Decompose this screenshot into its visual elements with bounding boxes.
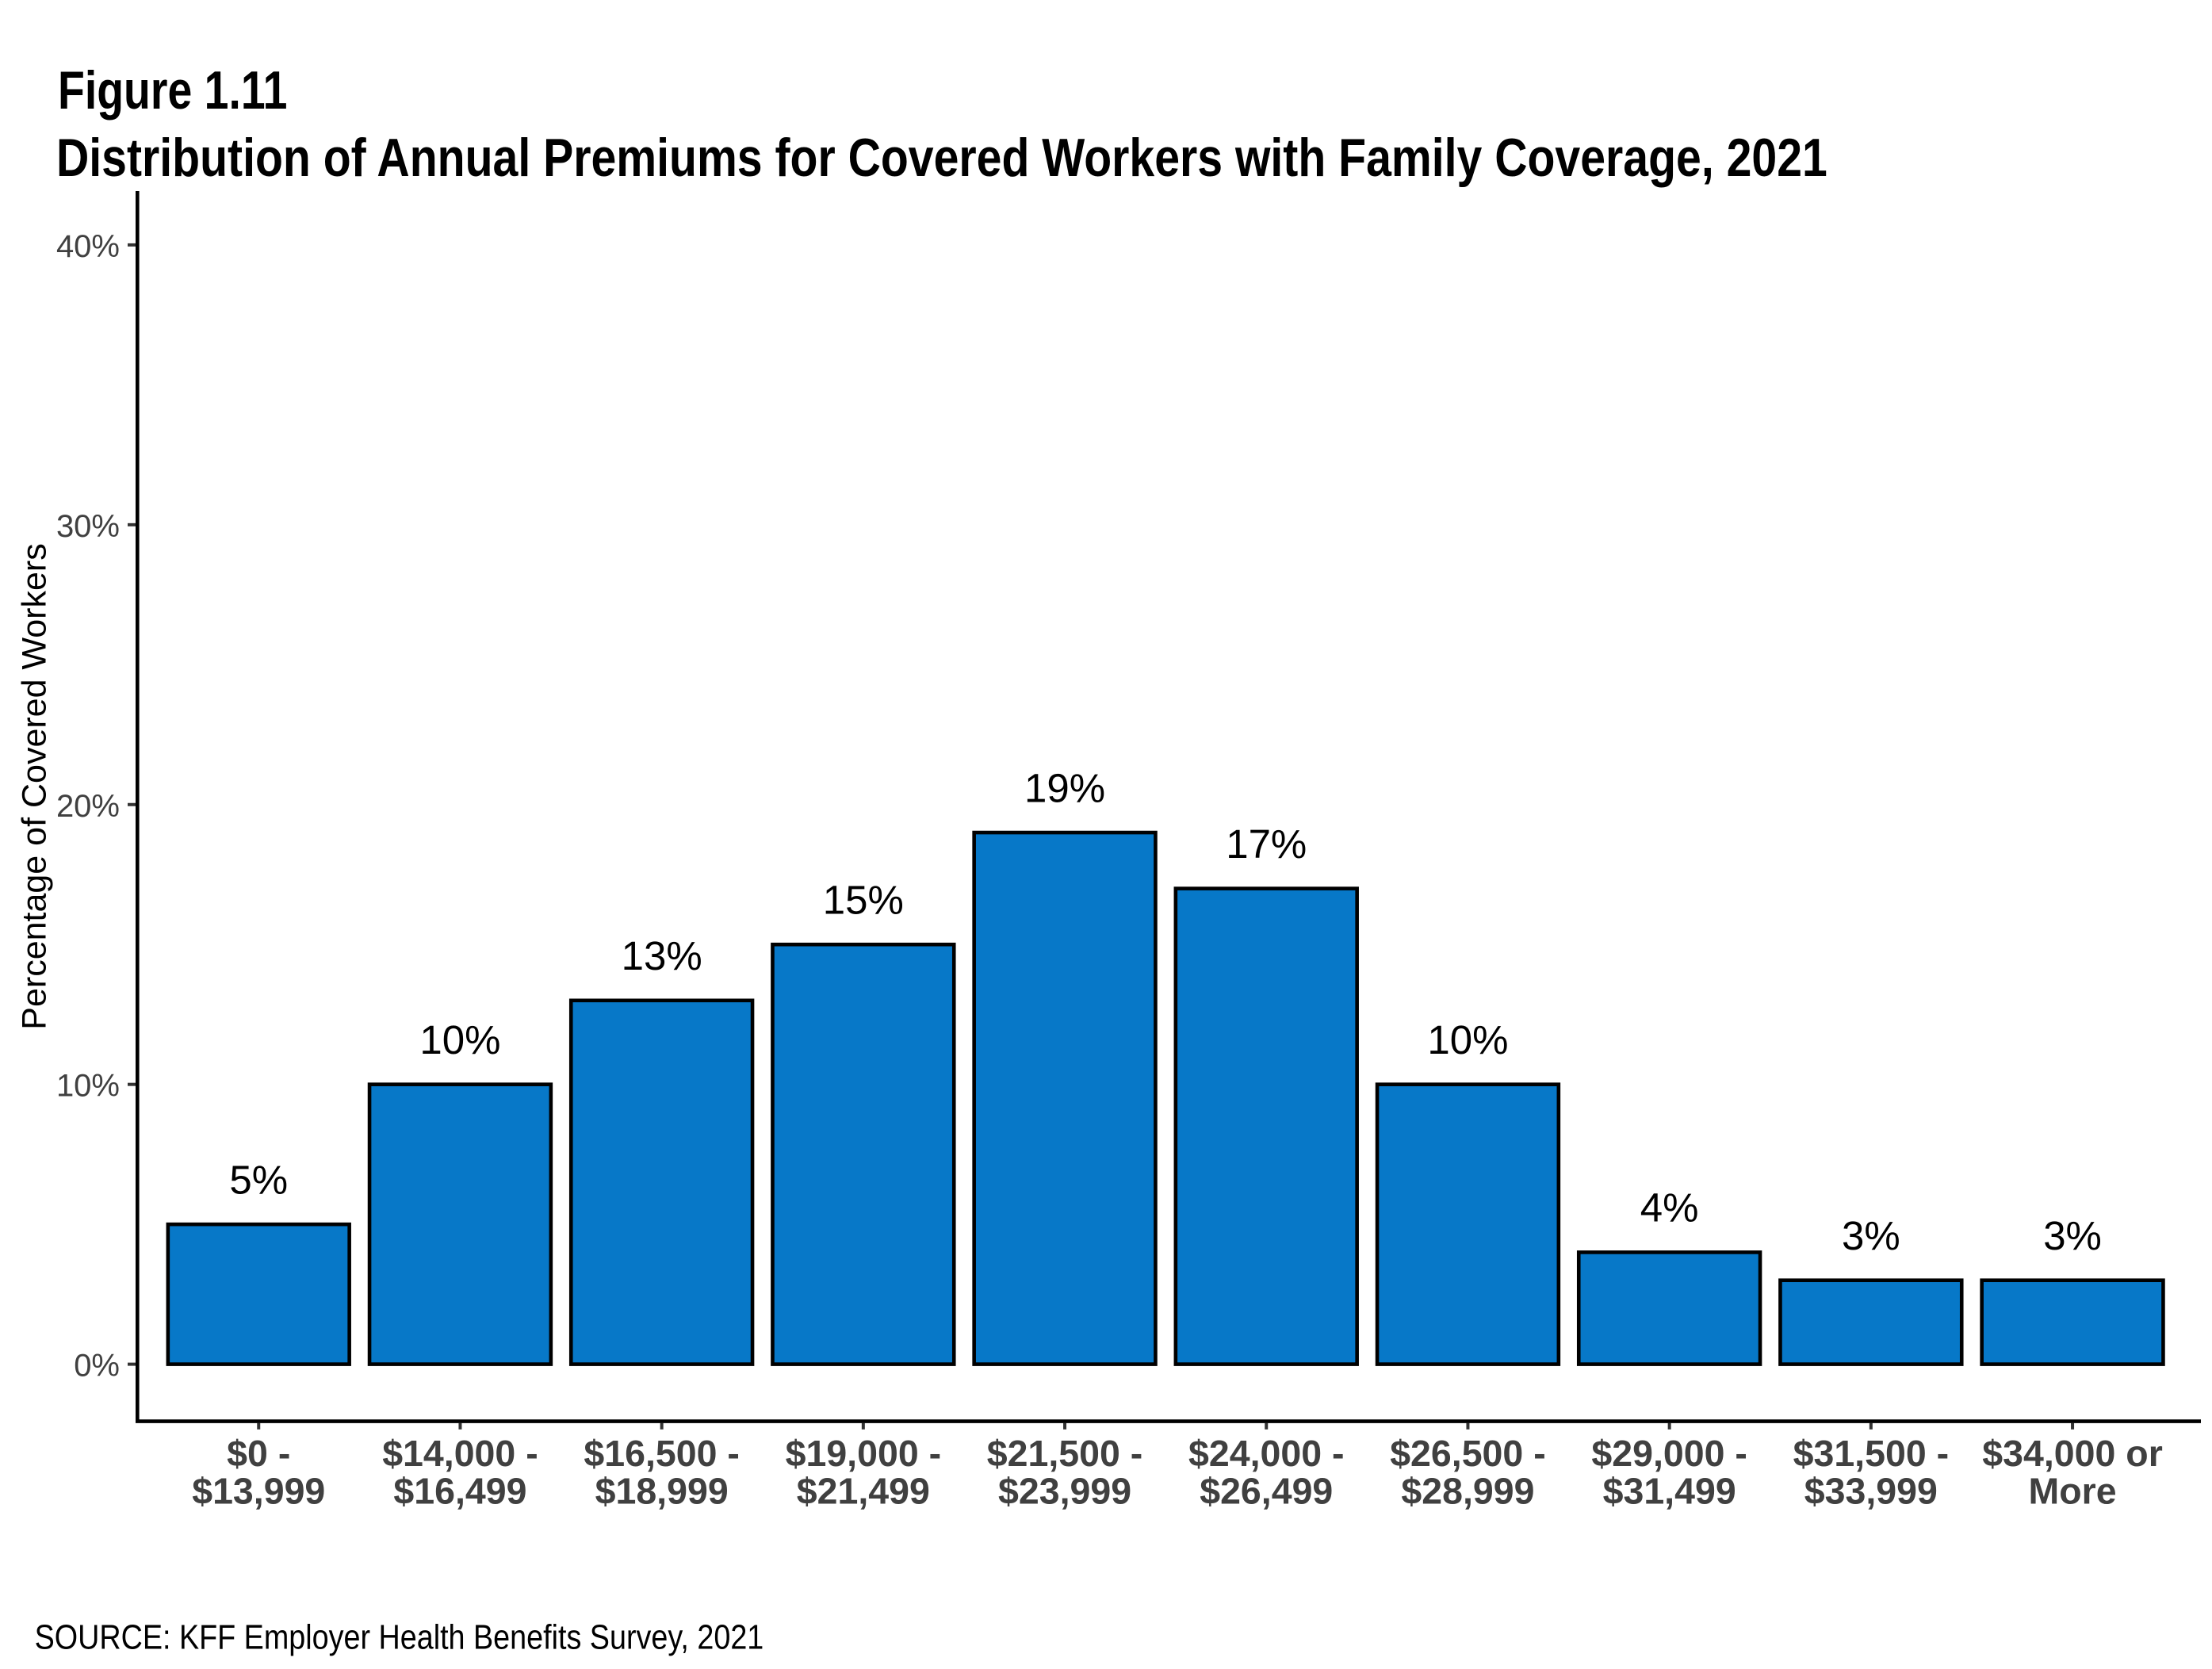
y-tick-label: 20% bbox=[56, 789, 120, 824]
x-tick-label: $26,500 - bbox=[1390, 1433, 1546, 1474]
x-tick-label: $16,500 - bbox=[584, 1433, 740, 1474]
y-tick-label: 10% bbox=[56, 1069, 120, 1104]
x-tick-label: $28,999 bbox=[1401, 1471, 1534, 1512]
bar-value-label: 15% bbox=[823, 878, 904, 923]
bar bbox=[1778, 1278, 1964, 1366]
source-note: SOURCE: KFF Employer Health Benefits Sur… bbox=[35, 1618, 764, 1657]
bar bbox=[1173, 886, 1359, 1366]
y-axis-title: Percentage of Covered Workers bbox=[16, 543, 54, 1029]
x-tick-label: $21,500 - bbox=[987, 1433, 1143, 1474]
x-tick-label: $31,499 bbox=[1603, 1471, 1736, 1512]
bar-value-label: 3% bbox=[2043, 1213, 2102, 1258]
x-tick-label: $34,000 or bbox=[1982, 1433, 2163, 1474]
figure-label: Figure 1.11 bbox=[58, 60, 287, 121]
x-tick-label: $23,999 bbox=[998, 1471, 1131, 1512]
bar bbox=[367, 1082, 553, 1366]
y-tick-label: 40% bbox=[56, 229, 120, 264]
x-tick-label: $0 - bbox=[227, 1433, 290, 1474]
bar-value-label: 13% bbox=[622, 933, 702, 978]
axes-group bbox=[128, 191, 2201, 1430]
bar bbox=[972, 830, 1158, 1366]
axis-lines bbox=[136, 191, 2201, 1423]
x-tick-label: $14,000 - bbox=[382, 1433, 538, 1474]
x-tick-label: $16,499 bbox=[393, 1471, 526, 1512]
bar bbox=[1576, 1250, 1762, 1366]
x-tick-label: $18,999 bbox=[595, 1471, 729, 1512]
bar bbox=[568, 998, 755, 1366]
bar-value-label: 10% bbox=[419, 1017, 500, 1062]
y-tick-labels-group: 0% 10% 20% 30% 40% bbox=[56, 229, 120, 1384]
y-tick-label: 30% bbox=[56, 509, 120, 544]
bar bbox=[771, 942, 956, 1366]
bar-value-label: 17% bbox=[1226, 821, 1307, 867]
y-tick-label: 0% bbox=[74, 1349, 120, 1384]
x-tick-label: $13,999 bbox=[192, 1471, 325, 1512]
x-tick-label: More bbox=[2028, 1471, 2116, 1512]
bars-group bbox=[166, 830, 2165, 1366]
bar-value-label: 3% bbox=[1842, 1213, 1900, 1258]
x-tick-label: $29,000 - bbox=[1591, 1433, 1747, 1474]
bar-value-label: 4% bbox=[1640, 1185, 1699, 1231]
bar-value-label: 19% bbox=[1024, 765, 1105, 810]
x-tick-label: $19,000 - bbox=[786, 1433, 942, 1474]
value-labels-group: 5% 10% 13% 15% 19% 17% 10% 4% 3% 3% bbox=[229, 765, 2102, 1258]
bar bbox=[166, 1222, 351, 1366]
x-tick-label: $31,500 - bbox=[1793, 1433, 1950, 1474]
bar-value-label: 10% bbox=[1427, 1017, 1508, 1062]
x-tick-labels-group: $0 -$13,999 $14,000 -$16,499 $16,500 -$18,… bbox=[192, 1433, 2163, 1512]
chart-title: Distribution of Annual Premiums for Cove… bbox=[56, 128, 1827, 188]
bar-value-label: 5% bbox=[229, 1157, 288, 1202]
x-tick-label: $33,999 bbox=[1804, 1471, 1938, 1512]
x-tick-label: $26,499 bbox=[1200, 1471, 1333, 1512]
bar bbox=[1375, 1082, 1561, 1366]
x-tick-label: $24,000 - bbox=[1188, 1433, 1345, 1474]
x-tick-label: $21,499 bbox=[797, 1471, 930, 1512]
bar bbox=[1980, 1278, 2165, 1366]
